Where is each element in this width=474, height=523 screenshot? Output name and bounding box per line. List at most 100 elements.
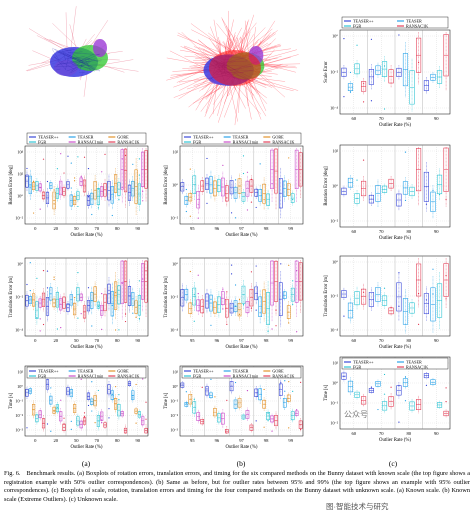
y-tick-label: 10¹ (18, 370, 24, 375)
boxplot-outlier (91, 381, 93, 383)
y-tick-label: 10⁻² (330, 294, 338, 299)
boxplot-outlier (255, 265, 257, 267)
y-tick-label: 10⁻² (170, 413, 178, 418)
boxplot-outlier (29, 262, 31, 264)
boxplot-outlier (206, 388, 208, 390)
boxplot-outlier (36, 317, 38, 319)
boxplot-outlier (101, 171, 103, 173)
boxplot-outlier (284, 380, 286, 382)
boxplot-outlier (121, 158, 123, 160)
y-tick-label: 10⁰ (172, 384, 178, 389)
x-tick-label: 80 (406, 116, 411, 121)
boxplot-outlier (234, 179, 237, 181)
x-tick-label: 50 (74, 438, 79, 443)
boxplot-outlier (94, 422, 96, 424)
boxplot-outlier (142, 190, 144, 192)
boxplot-outlier (356, 197, 358, 200)
watermark-bottom: 图·智能技术与研究 (326, 502, 389, 511)
x-tick-label: 80 (406, 229, 411, 234)
legend-entry: TEASER (406, 360, 422, 365)
boxplot-outlier (77, 205, 79, 208)
x-tick-label: 70 (379, 431, 384, 436)
boxplot-outlier (50, 387, 52, 389)
boxplot-outlier (417, 323, 420, 325)
boxplot-outlier (263, 426, 265, 428)
boxplot-outlier (230, 273, 233, 275)
boxplot-outlier (135, 383, 137, 386)
boxplot-outlier (70, 420, 72, 422)
legend-entry: RANSAC1min (233, 374, 260, 379)
legend-entry: TEASER (233, 135, 249, 140)
panel-c-2: 60 70 80 90 10⁰ 10⁻² 10⁻⁴ Translation Error [m]… (324, 255, 451, 350)
boxplot-outlier (242, 304, 245, 306)
x-tick-label: 60 (351, 116, 356, 121)
boxplot-outlier (111, 214, 113, 217)
boxplot-outlier (206, 157, 208, 160)
y-tick-label: 10⁻² (15, 295, 23, 300)
boxplot-outlier (398, 272, 400, 274)
boxplot-outlier (108, 417, 110, 419)
x-tick-label: 70 (94, 438, 99, 443)
boxplot-outlier (288, 322, 290, 324)
boxplot-outlier (145, 418, 147, 420)
x-tick-label: 90 (434, 338, 439, 343)
y-tick-label: 10⁻³ (170, 428, 178, 433)
boxplot-outlier (73, 177, 76, 179)
x-tick-label: 99 (288, 338, 293, 343)
boxplot-outlier (296, 331, 298, 333)
boxplot-outlier (362, 83, 365, 85)
boxplot-outlier (238, 298, 241, 300)
x-tick-label: 90 (434, 116, 439, 121)
boxplot-outlier (242, 155, 245, 157)
boxplot-outlier (246, 171, 249, 173)
boxplot-outlier (67, 303, 69, 306)
x-tick-label: 0 (34, 226, 37, 231)
x-tick-label: 70 (379, 116, 384, 121)
boxplot-outlier (91, 213, 93, 216)
boxplot-outlier (383, 287, 386, 289)
boxplot-outlier (398, 305, 400, 307)
x-tick-label: 95 (190, 438, 195, 443)
boxplot-outlier (280, 263, 282, 265)
boxplot-outlier (132, 163, 134, 165)
boxplot-outlier (362, 291, 365, 293)
boxplot-outlier (63, 417, 65, 419)
legend-box (341, 16, 449, 29)
boxplot-outlier (108, 408, 110, 410)
x-tick-label: 98 (264, 438, 269, 443)
y-tick-label: 10⁰ (332, 381, 338, 386)
boxplot-outlier (135, 316, 137, 318)
boxplot-outlier (280, 382, 282, 384)
boxplot-outlier (132, 397, 134, 399)
panel-b-0: 95 96 97 98 99 10² 10⁰ 10⁻² Rotation Error [deg]… (164, 132, 304, 238)
x-tick-label: 90 (135, 438, 140, 443)
x-tick-label: 99 (288, 226, 293, 231)
y-axis-label: Rotation Error [deg] (324, 166, 329, 206)
legend: TEASER++ TEASER GORE FGR RANSAC1min RANSAC1K (26, 366, 147, 379)
boxplot-outlier (189, 270, 191, 273)
x-tick-label: 90 (434, 431, 439, 436)
panel-label-0: (a) (82, 459, 91, 468)
boxplot-outlier (29, 186, 31, 188)
boxplot-outlier (142, 278, 144, 280)
boxplot-outlier (26, 167, 28, 170)
boxplot-outlier (67, 155, 69, 157)
boxplot-outlier (63, 423, 65, 425)
boxplot-outlier (104, 153, 106, 156)
y-axis-label: Translation Error [m] (9, 276, 14, 318)
y-tick-label: 10⁰ (17, 262, 23, 267)
legend-entry: FGR (193, 140, 201, 145)
boxplot-outlier (53, 278, 55, 281)
caption-figure-number: Fig. 6. (4, 470, 21, 477)
boxplot-outlier (53, 203, 55, 205)
panel-c-0: 60 70 80 90 10⁰ 10⁻² 10⁻⁴ Scale Error Outlier Ra… (324, 16, 451, 128)
legend-box (26, 366, 147, 379)
boxplot-outlier (77, 317, 79, 319)
y-tick-label: 10⁻² (330, 70, 338, 75)
boxplot-outlier (292, 390, 294, 393)
legend-box (341, 357, 449, 370)
boxplot-outlier (185, 188, 187, 191)
boxplot-outlier (197, 203, 199, 205)
x-axis-label: Outlier Rate (%) (379, 236, 411, 241)
boxplot-outlier (70, 428, 72, 430)
